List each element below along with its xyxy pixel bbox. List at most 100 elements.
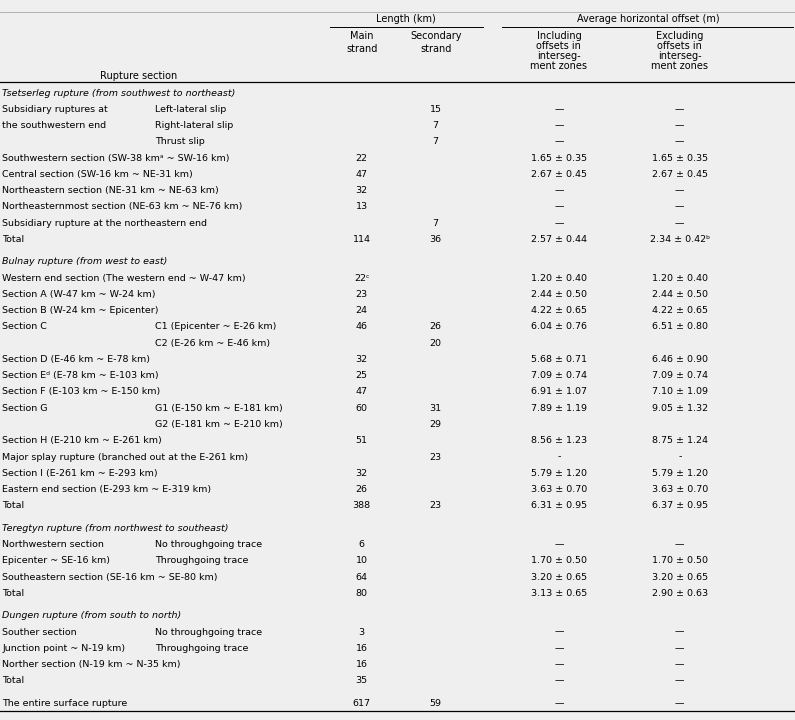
Text: strand: strand — [346, 44, 378, 54]
Text: 2.90 ± 0.63: 2.90 ± 0.63 — [652, 589, 708, 598]
Text: 23: 23 — [429, 453, 442, 462]
Text: Left-lateral slip: Left-lateral slip — [155, 105, 227, 114]
Text: —: — — [554, 219, 564, 228]
Text: C1 (Epicenter ~ E-26 km): C1 (Epicenter ~ E-26 km) — [155, 323, 277, 331]
Text: 114: 114 — [353, 235, 370, 244]
Text: 3.63 ± 0.70: 3.63 ± 0.70 — [531, 485, 587, 494]
Text: -: - — [678, 453, 681, 462]
Text: 7.89 ± 1.19: 7.89 ± 1.19 — [531, 404, 587, 413]
Text: 64: 64 — [355, 572, 368, 582]
Text: Central section (SW-16 km ~ NE-31 km): Central section (SW-16 km ~ NE-31 km) — [2, 170, 193, 179]
Text: Including: Including — [537, 31, 581, 41]
Text: 10: 10 — [355, 557, 368, 565]
Text: 6.37 ± 0.95: 6.37 ± 0.95 — [652, 501, 708, 510]
Text: Western end section (The western end ~ W-47 km): Western end section (The western end ~ W… — [2, 274, 246, 283]
Text: 6.46 ± 0.90: 6.46 ± 0.90 — [652, 355, 708, 364]
Text: 13: 13 — [355, 202, 368, 212]
Text: 2.67 ± 0.45: 2.67 ± 0.45 — [652, 170, 708, 179]
Text: 2.44 ± 0.50: 2.44 ± 0.50 — [531, 290, 587, 299]
Text: ment zones: ment zones — [651, 61, 708, 71]
Text: 3.20 ± 0.65: 3.20 ± 0.65 — [652, 572, 708, 582]
Text: 1.20 ± 0.40: 1.20 ± 0.40 — [531, 274, 587, 283]
Text: -: - — [557, 453, 560, 462]
Text: Dungen rupture (from south to north): Dungen rupture (from south to north) — [2, 611, 181, 620]
Text: Souther section: Souther section — [2, 628, 77, 636]
Text: offsets in: offsets in — [657, 41, 702, 51]
Text: Subsidiary ruptures at: Subsidiary ruptures at — [2, 105, 108, 114]
Text: 617: 617 — [353, 698, 370, 708]
Text: the southwestern end: the southwestern end — [2, 121, 107, 130]
Text: 26: 26 — [355, 485, 368, 494]
Text: —: — — [675, 202, 684, 212]
Text: —: — — [554, 698, 564, 708]
Text: Section I (E-261 km ~ E-293 km): Section I (E-261 km ~ E-293 km) — [2, 469, 158, 478]
Text: 7.09 ± 0.74: 7.09 ± 0.74 — [531, 372, 587, 380]
Text: 23: 23 — [429, 501, 442, 510]
Text: Northeasternmost section (NE-63 km ~ NE-76 km): Northeasternmost section (NE-63 km ~ NE-… — [2, 202, 242, 212]
Text: 3: 3 — [359, 628, 365, 636]
Text: 5.79 ± 1.20: 5.79 ± 1.20 — [652, 469, 708, 478]
Text: 1.70 ± 0.50: 1.70 ± 0.50 — [531, 557, 587, 565]
Text: —: — — [554, 644, 564, 653]
Text: —: — — [554, 121, 564, 130]
Text: 7.09 ± 0.74: 7.09 ± 0.74 — [652, 372, 708, 380]
Text: —: — — [675, 105, 684, 114]
Text: 22: 22 — [355, 153, 368, 163]
Text: Junction point ~ N-19 km): Junction point ~ N-19 km) — [2, 644, 126, 653]
Text: 15: 15 — [429, 105, 442, 114]
Text: Norther section (N-19 km ~ N-35 km): Norther section (N-19 km ~ N-35 km) — [2, 660, 181, 669]
Text: Throughgoing trace: Throughgoing trace — [155, 557, 248, 565]
Text: —: — — [554, 660, 564, 669]
Text: 7: 7 — [432, 121, 439, 130]
Text: Thrust slip: Thrust slip — [155, 138, 205, 146]
Text: Northwestern section: Northwestern section — [2, 540, 104, 549]
Text: 1.65 ± 0.35: 1.65 ± 0.35 — [652, 153, 708, 163]
Text: Tsetserleg rupture (from southwest to northeast): Tsetserleg rupture (from southwest to no… — [2, 89, 236, 98]
Text: —: — — [554, 138, 564, 146]
Text: 51: 51 — [355, 436, 368, 445]
Text: Section H (E-210 km ~ E-261 km): Section H (E-210 km ~ E-261 km) — [2, 436, 162, 445]
Text: 6.04 ± 0.76: 6.04 ± 0.76 — [531, 323, 587, 331]
Text: 32: 32 — [355, 186, 368, 195]
Text: —: — — [675, 186, 684, 195]
Text: 1.20 ± 0.40: 1.20 ± 0.40 — [652, 274, 708, 283]
Text: strand: strand — [420, 44, 452, 54]
Text: 2.57 ± 0.44: 2.57 ± 0.44 — [531, 235, 587, 244]
Text: 7.10 ± 1.09: 7.10 ± 1.09 — [652, 387, 708, 397]
Text: Total: Total — [2, 676, 25, 685]
Text: Secondary: Secondary — [410, 31, 461, 41]
Text: Rupture section: Rupture section — [100, 71, 178, 81]
Text: 7: 7 — [432, 219, 439, 228]
Text: 23: 23 — [355, 290, 368, 299]
Text: 16: 16 — [355, 660, 368, 669]
Text: 24: 24 — [355, 306, 368, 315]
Text: —: — — [554, 676, 564, 685]
Text: 26: 26 — [429, 323, 442, 331]
Text: —: — — [675, 219, 684, 228]
Text: 16: 16 — [355, 644, 368, 653]
Text: offsets in: offsets in — [537, 41, 581, 51]
Text: 388: 388 — [353, 501, 370, 510]
Text: 59: 59 — [429, 698, 442, 708]
Text: interseg-: interseg- — [537, 51, 580, 61]
Text: 8.56 ± 1.23: 8.56 ± 1.23 — [531, 436, 587, 445]
Text: 6.51 ± 0.80: 6.51 ± 0.80 — [652, 323, 708, 331]
Text: The entire surface rupture: The entire surface rupture — [2, 698, 128, 708]
Text: 1.65 ± 0.35: 1.65 ± 0.35 — [531, 153, 587, 163]
Text: Northeastern section (NE-31 km ~ NE-63 km): Northeastern section (NE-31 km ~ NE-63 k… — [2, 186, 219, 195]
Text: Length (km): Length (km) — [375, 14, 436, 24]
Text: 8.75 ± 1.24: 8.75 ± 1.24 — [652, 436, 708, 445]
Text: 6: 6 — [359, 540, 365, 549]
Text: 1.70 ± 0.50: 1.70 ± 0.50 — [652, 557, 708, 565]
Text: ment zones: ment zones — [530, 61, 588, 71]
Text: 47: 47 — [355, 170, 368, 179]
Text: G2 (E-181 km ~ E-210 km): G2 (E-181 km ~ E-210 km) — [155, 420, 283, 429]
Text: —: — — [554, 628, 564, 636]
Text: Epicenter ~ SE-16 km): Epicenter ~ SE-16 km) — [2, 557, 111, 565]
Text: 9.05 ± 1.32: 9.05 ± 1.32 — [652, 404, 708, 413]
Text: 2.67 ± 0.45: 2.67 ± 0.45 — [531, 170, 587, 179]
Text: 20: 20 — [429, 338, 442, 348]
Text: 29: 29 — [429, 420, 442, 429]
Text: 7: 7 — [432, 138, 439, 146]
Text: 2.44 ± 0.50: 2.44 ± 0.50 — [652, 290, 708, 299]
